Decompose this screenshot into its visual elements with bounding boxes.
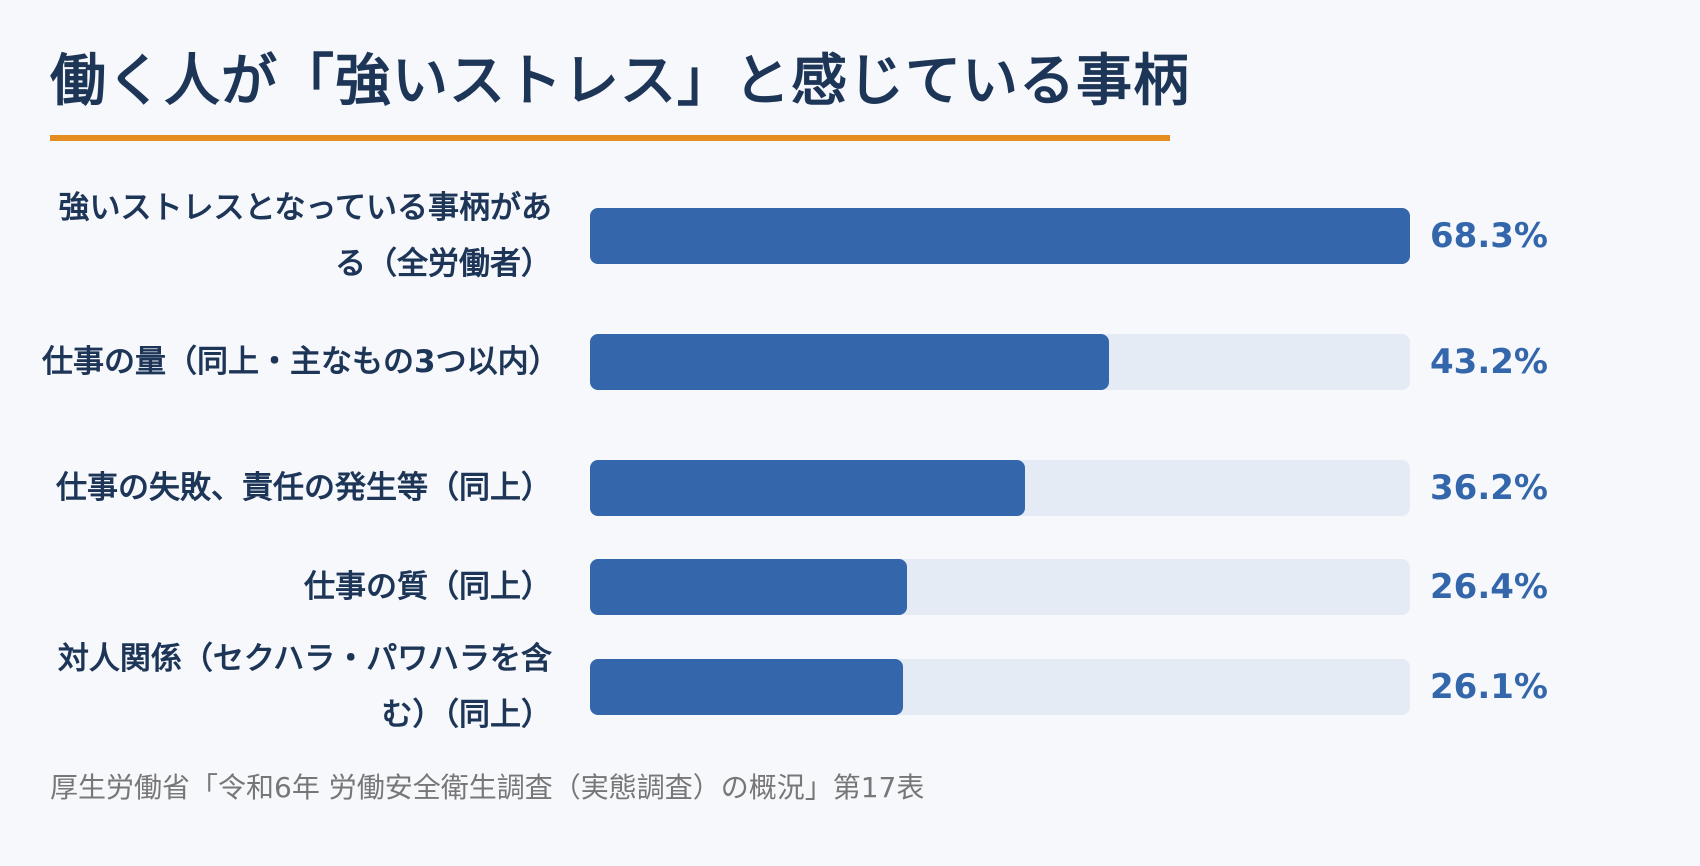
bar — [590, 559, 907, 615]
category-label: 仕事の質（同上） — [304, 569, 552, 605]
value-label: 26.4% — [1430, 567, 1548, 607]
value-label: 36.2% — [1430, 468, 1548, 508]
category-label: 仕事の量（同上・主なもの3つ以内） — [42, 344, 560, 380]
bar — [590, 208, 1410, 264]
bar — [590, 659, 904, 715]
title-underline — [50, 135, 1170, 141]
source-note: 厚生労働省「令和6年 労働安全衛生調査（実態調査）の概況」第17表 — [50, 771, 925, 804]
chart-title: 働く人が「強いストレス」と感じている事柄 — [50, 49, 1190, 114]
category-label: 強いストレスとなっている事柄がある（全労働者） — [58, 190, 552, 282]
bar — [590, 334, 1109, 390]
value-label: 43.2% — [1430, 342, 1548, 382]
title-block: 働く人が「強いストレス」と感じている事柄 — [50, 38, 1190, 142]
value-label: 68.3% — [1430, 216, 1548, 256]
bar-chart: 強いストレスとなっている事柄がある（全労働者） 68.3% 仕事の量（同上・主なもの… — [0, 180, 1700, 750]
category-label: 対人関係（セクハラ・パワハラを含む）（同上） — [57, 641, 552, 733]
bar — [590, 460, 1025, 516]
category-label: 仕事の失敗、責任の発生等（同上） — [56, 470, 552, 506]
value-label: 26.1% — [1430, 667, 1548, 707]
